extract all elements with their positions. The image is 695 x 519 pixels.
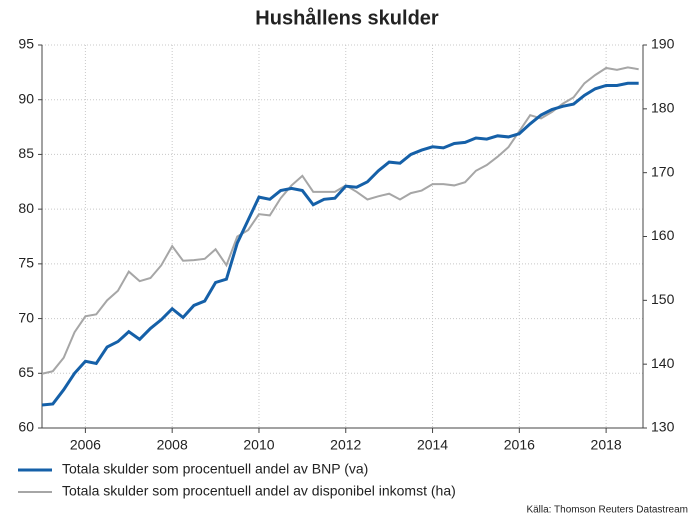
y2-tick-label: 180 xyxy=(651,100,675,116)
x-tick-label: 2012 xyxy=(330,437,361,453)
x-tick-label: 2014 xyxy=(417,437,448,453)
y2-tick-label: 160 xyxy=(651,227,675,243)
series-line xyxy=(41,66,639,375)
y2-tick-label: 130 xyxy=(651,419,675,435)
y-tick-label: 85 xyxy=(18,145,34,161)
y-tick-label: 70 xyxy=(18,309,34,325)
y2-tick-label: 170 xyxy=(651,163,675,179)
y2-tick-label: 190 xyxy=(651,36,675,52)
x-tick-label: 2010 xyxy=(243,437,274,453)
x-tick-label: 2006 xyxy=(70,437,101,453)
x-tick-label: 2018 xyxy=(591,437,622,453)
source: Källa: Thomson Reuters Datastream xyxy=(526,505,688,516)
y-tick-label: 65 xyxy=(18,364,34,380)
y-tick-label: 60 xyxy=(18,419,34,435)
legend-text: Totala skulder som procentuell andel av … xyxy=(62,483,456,499)
y-tick-label: 95 xyxy=(18,36,34,52)
legend-text: Totala skulder som procentuell andel av … xyxy=(62,461,368,477)
x-tick-label: 2016 xyxy=(504,437,535,453)
y2-tick-label: 150 xyxy=(651,291,675,307)
series-line xyxy=(41,81,639,407)
x-tick-label: 2008 xyxy=(157,437,188,453)
y-tick-label: 80 xyxy=(18,200,34,216)
y-tick-label: 75 xyxy=(18,255,34,271)
chart-title: Hushållens skulder xyxy=(255,6,439,29)
y-tick-label: 90 xyxy=(18,90,34,106)
y2-tick-label: 140 xyxy=(651,355,675,371)
